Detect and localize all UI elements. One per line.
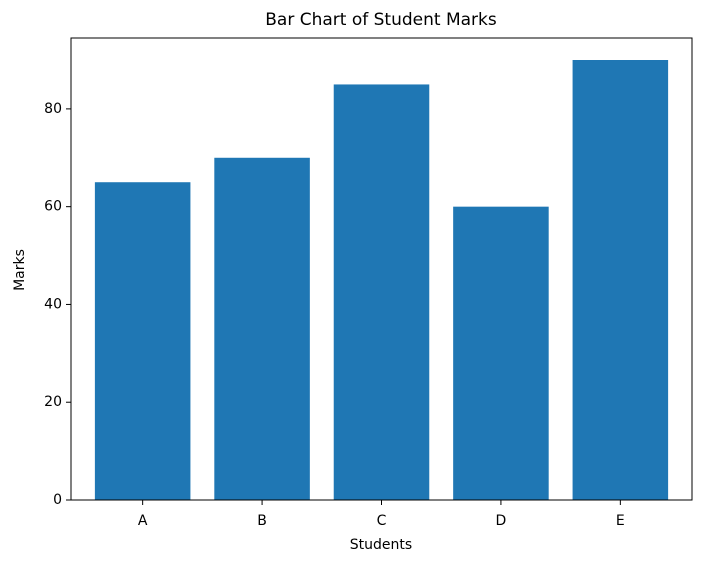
y-tick-label: 60 [44,199,62,215]
bar [572,60,669,500]
chart-title: Bar Chart of Student Marks [265,10,497,30]
y-tick-label: 0 [53,492,62,508]
y-tick-label: 80 [44,101,62,117]
plot-frame [70,37,693,501]
x-tick-label: A [138,513,148,529]
bar [453,206,549,500]
bar [214,157,310,500]
y-tick-label: 20 [44,394,62,410]
x-axis-label: Students [350,537,412,553]
bar [333,84,430,500]
x-tick-label: E [616,513,625,529]
x-tick-label: C [377,513,387,529]
x-tick-label: D [496,513,507,529]
x-tick-label: B [257,513,267,529]
y-tick-label: 40 [44,296,62,312]
y-axis-label: Marks [12,249,28,291]
bar [94,182,191,500]
